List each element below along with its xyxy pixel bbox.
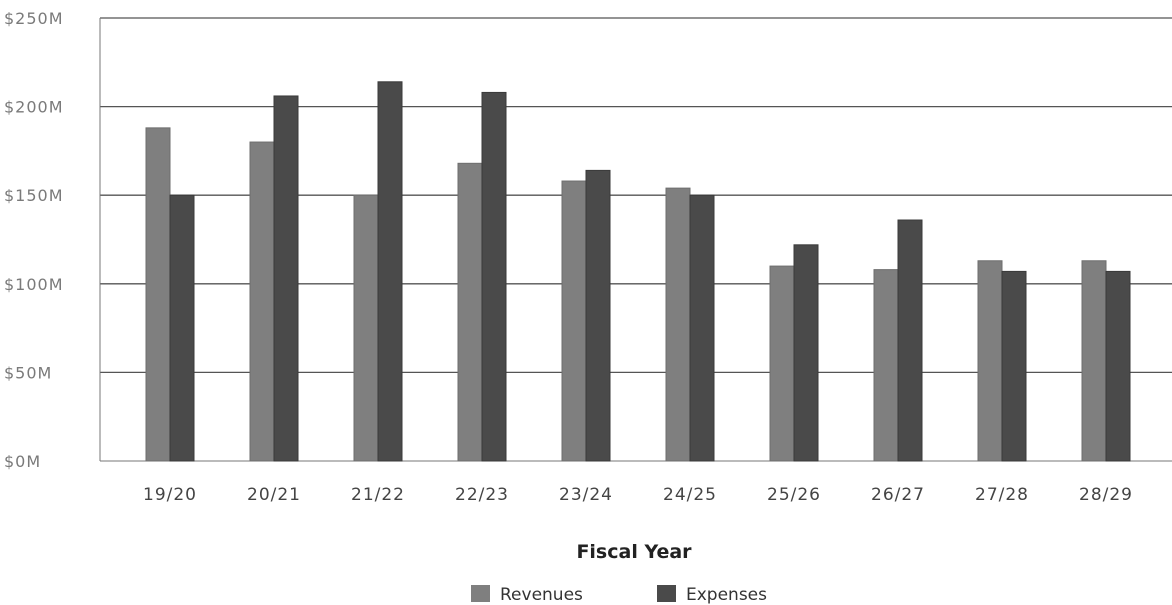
- x-axis-ticks: 19/20 20/21 21/22 22/23 23/24 24/25 25/26 26/27…: [143, 485, 1133, 505]
- x-tick-label: 21/22: [351, 485, 405, 505]
- bar-revenues-20-21: [249, 141, 275, 462]
- legend-label-revenues: Revenues: [500, 585, 583, 605]
- x-tick-label: 24/25: [663, 485, 717, 505]
- y-tick-label: $100M: [4, 275, 64, 294]
- bar-expenses-28-29: [1105, 270, 1131, 462]
- bar-expenses-25-26: [793, 244, 819, 462]
- x-tick-label: 25/26: [767, 485, 821, 505]
- y-tick-label: $200M: [4, 98, 64, 117]
- bar-expenses-24-25: [689, 194, 715, 462]
- y-tick-label: $0M: [4, 452, 41, 471]
- x-tick-label: 20/21: [247, 485, 301, 505]
- bar-revenues-19-20: [145, 127, 171, 462]
- bar-expenses-23-24: [585, 169, 611, 462]
- bars: [145, 81, 1131, 462]
- x-tick-label: 22/23: [455, 485, 509, 505]
- bar-expenses-26-27: [897, 219, 923, 462]
- y-tick-label: $50M: [4, 363, 52, 382]
- y-tick-label: $150M: [4, 186, 64, 205]
- y-tick-label: $250M: [4, 9, 64, 28]
- bar-expenses-22-23: [481, 91, 507, 462]
- x-tick-label: 23/24: [559, 485, 613, 505]
- bar-expenses-19-20: [169, 194, 195, 462]
- x-tick-label: 27/28: [975, 485, 1029, 505]
- legend-swatch-revenues: [471, 585, 490, 602]
- legend-swatch-expenses: [657, 585, 676, 602]
- x-tick-label: 19/20: [143, 485, 197, 505]
- bar-revenues-25-26: [769, 265, 795, 462]
- bar-revenues-27-28: [977, 260, 1003, 462]
- bar-expenses-21-22: [377, 81, 403, 462]
- legend-label-expenses: Expenses: [686, 585, 767, 605]
- x-tick-label: 28/29: [1079, 485, 1133, 505]
- legend: Revenues Expenses: [471, 585, 767, 605]
- bar-revenues-21-22: [353, 194, 379, 462]
- y-axis-ticks: $0M $50M $100M $150M $200M $250M: [4, 9, 64, 471]
- bar-revenues-24-25: [665, 187, 691, 462]
- bar-expenses-27-28: [1001, 270, 1027, 462]
- x-tick-label: 26/27: [871, 485, 925, 505]
- x-axis-label: Fiscal Year: [576, 541, 692, 563]
- bar-revenues-23-24: [561, 180, 587, 462]
- bar-expenses-20-21: [273, 95, 299, 462]
- bar-revenues-26-27: [873, 269, 899, 462]
- bar-revenues-22-23: [457, 162, 483, 462]
- bar-revenues-28-29: [1081, 260, 1107, 462]
